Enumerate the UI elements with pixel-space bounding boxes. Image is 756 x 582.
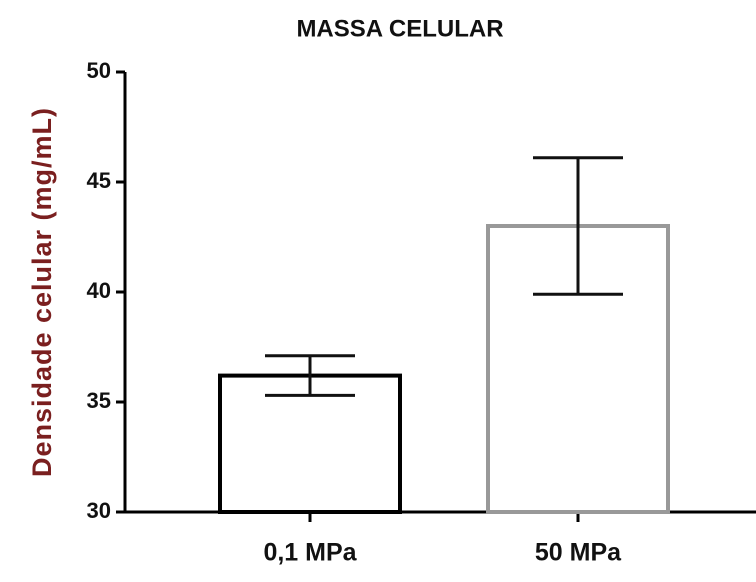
x-tick-label: 50 MPa: [535, 539, 622, 567]
error-bar: [265, 354, 355, 397]
bar: [218, 373, 402, 514]
x-tick-label: 0,1 MPa: [263, 539, 357, 567]
chart-title: MASSA CELULAR: [296, 15, 503, 42]
y-axis-label: Densidade celular (mg/mL): [27, 107, 57, 477]
error-bar: [533, 156, 623, 296]
y-tick-label: 50: [87, 58, 111, 83]
y-tick-label: 35: [87, 388, 111, 413]
y-tick-label: 30: [87, 498, 111, 523]
y-tick-label: 45: [87, 168, 111, 193]
y-tick-label: 40: [87, 278, 111, 303]
